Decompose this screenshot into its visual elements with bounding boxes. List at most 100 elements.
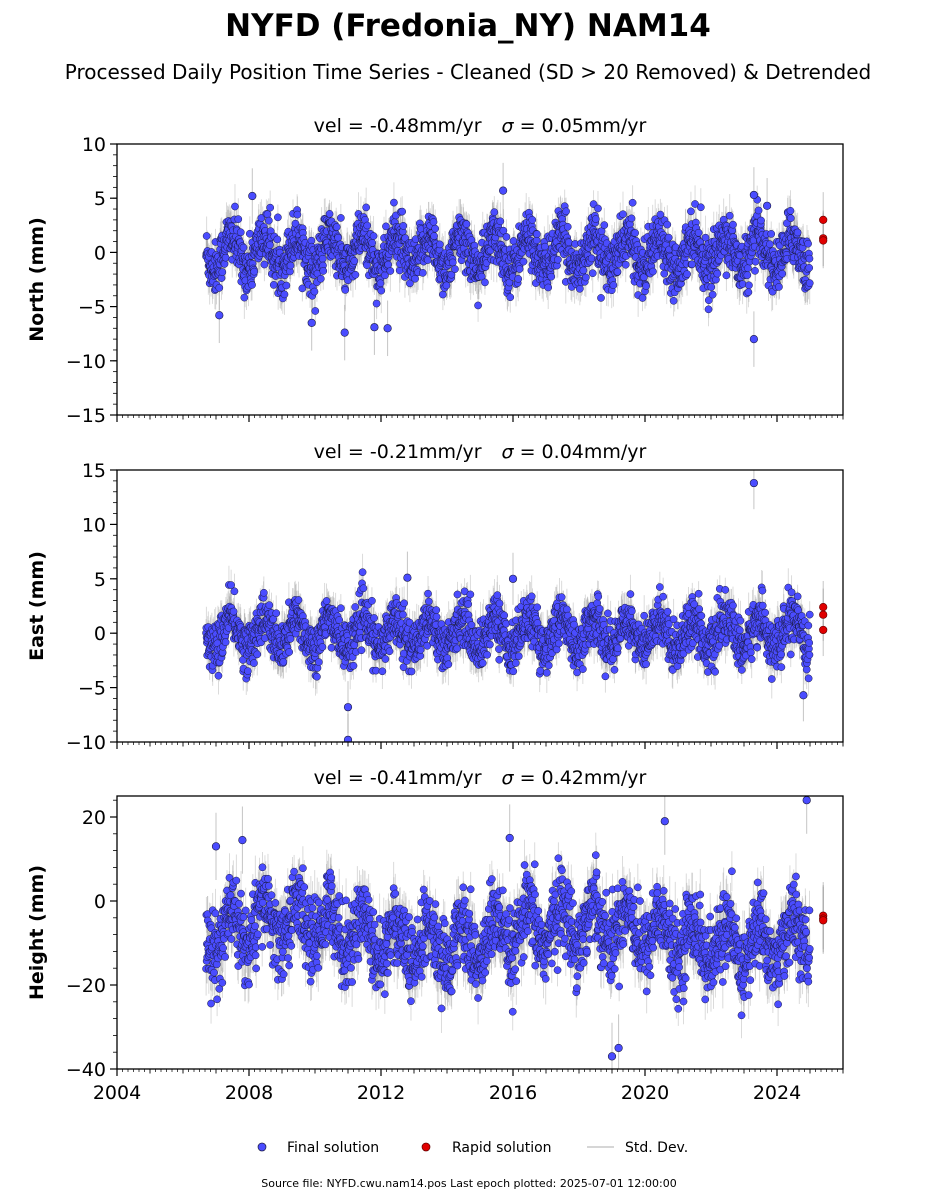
final-solution-point [334, 233, 342, 242]
final-solution-point [502, 233, 511, 241]
final-solution-point [293, 210, 302, 219]
final-solution-point [786, 214, 795, 223]
final-solution-point [362, 203, 370, 212]
final-solution-point [319, 267, 328, 275]
final-solution-point [448, 258, 457, 267]
final-solution-point [218, 268, 227, 276]
final-solution-point [575, 284, 584, 293]
north-panel: 10 5 0 −5 −10 −15 vel = -0.48mm/yr σ = 0.05mm/y… [26, 115, 844, 427]
final-solution-point [805, 254, 814, 263]
final-solution-point [619, 210, 627, 219]
final-solution-point [263, 210, 272, 219]
final-solution-point [257, 214, 266, 222]
final-solution-point [286, 261, 295, 270]
final-solution-point [664, 233, 673, 242]
final-solution-point [743, 271, 752, 280]
rapid-solution-point [819, 236, 828, 245]
final-solution-point [793, 228, 802, 237]
final-solution-point [591, 215, 600, 223]
final-solution-point [738, 280, 747, 288]
final-solution-point [499, 186, 508, 195]
final-solution-point [704, 305, 713, 314]
y-tick-label: −15 [66, 405, 106, 427]
final-solution-point [372, 299, 381, 308]
final-solution-point [547, 272, 556, 281]
final-solution-point [266, 203, 275, 212]
data-points [202, 186, 828, 344]
final-solution-point [722, 271, 731, 280]
final-solution-point [704, 296, 713, 305]
final-solution-point [240, 293, 249, 302]
final-solution-point [462, 220, 471, 228]
final-solution-point [390, 198, 398, 207]
final-solution-point [778, 269, 787, 278]
final-solution-point [701, 233, 710, 242]
final-solution-point [642, 282, 650, 290]
final-solution-point [266, 241, 274, 249]
final-solution-point [442, 281, 451, 290]
final-solution-point [751, 266, 759, 275]
final-solution-point [804, 239, 812, 248]
final-solution-point [649, 267, 657, 276]
final-solution-point [363, 221, 372, 230]
final-solution-point [368, 239, 377, 247]
final-solution-point [528, 215, 537, 224]
final-solution-point [696, 203, 705, 212]
final-solution-point [628, 198, 637, 207]
final-solution-point [582, 273, 590, 282]
figure-subtitle: Processed Daily Position Time Series - C… [65, 60, 871, 84]
final-solution-point [239, 243, 248, 252]
final-solution-point [490, 208, 499, 217]
final-solution-point [386, 267, 395, 275]
final-solution-point [274, 213, 282, 222]
final-solution-point [687, 207, 695, 216]
panel-title-sigma-symbol: σ [502, 115, 515, 137]
y-axis-label: North (mm) [26, 217, 48, 342]
final-solution-point [751, 257, 760, 266]
final-solution-point [399, 222, 408, 230]
final-solution-point [351, 270, 360, 279]
final-solution-point [729, 220, 737, 229]
final-solution-point [481, 278, 489, 287]
final-solution-point [631, 229, 639, 237]
final-solution-point [691, 200, 699, 208]
final-solution-point [431, 224, 440, 233]
final-solution-point [477, 272, 486, 281]
final-solution-point [383, 324, 392, 333]
final-solution-point [311, 307, 320, 315]
final-solution-point [215, 311, 224, 320]
final-solution-point [514, 275, 523, 283]
final-solution-point [688, 260, 696, 269]
panel-title: vel = -0.48mm/yr σ = 0.05mm/yr [314, 115, 647, 137]
final-solution-point [325, 210, 334, 218]
final-solution-point [786, 206, 795, 215]
final-solution-point [316, 274, 325, 283]
final-solution-point [363, 261, 371, 270]
final-solution-point [436, 240, 444, 249]
final-solution-point [298, 284, 307, 293]
final-solution-point [744, 288, 753, 297]
final-solution-point [553, 255, 562, 264]
rapid-solution-point [819, 215, 828, 224]
final-solution-point [202, 232, 211, 240]
final-solution-point [215, 283, 224, 292]
final-solution-point [377, 286, 386, 295]
final-solution-point [411, 274, 419, 283]
final-solution-point [341, 286, 350, 294]
final-solution-point [447, 270, 456, 279]
final-solution-point [533, 230, 541, 238]
final-solution-point [663, 220, 672, 229]
final-solution-point [350, 257, 359, 265]
final-solution-point [627, 214, 636, 223]
final-solution-point [725, 211, 734, 220]
final-solution-point [744, 264, 752, 273]
final-solution-point [337, 214, 345, 222]
final-solution-point [656, 210, 665, 219]
final-solution-point [474, 301, 482, 310]
final-solution-point [597, 294, 605, 302]
final-solution-point [340, 328, 349, 337]
final-solution-point [220, 260, 229, 268]
final-solution-point [370, 323, 379, 332]
final-solution-point [506, 293, 515, 302]
